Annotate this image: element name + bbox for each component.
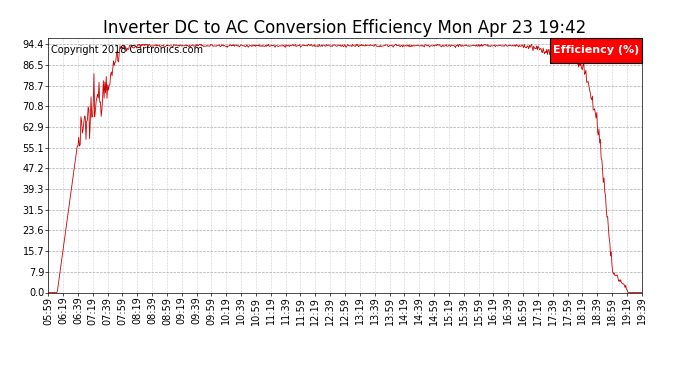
Title: Inverter DC to AC Conversion Efficiency Mon Apr 23 19:42: Inverter DC to AC Conversion Efficiency … bbox=[104, 20, 586, 38]
FancyBboxPatch shape bbox=[550, 38, 642, 63]
Text: Efficiency (%): Efficiency (%) bbox=[553, 45, 639, 55]
Text: Copyright 2018 Cartronics.com: Copyright 2018 Cartronics.com bbox=[51, 45, 204, 55]
